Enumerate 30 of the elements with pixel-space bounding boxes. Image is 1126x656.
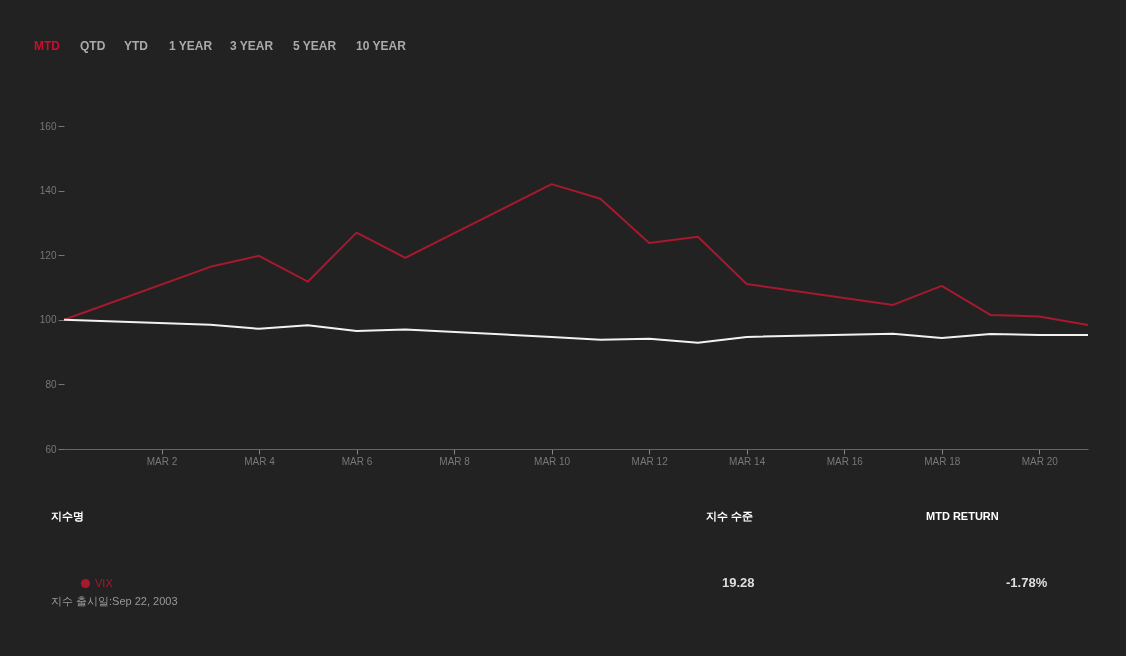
text: 지수명 — [50, 510, 84, 522]
text: 5 YEAR — [293, 39, 337, 53]
x-tick-label: MAR 6 — [341, 455, 373, 467]
x-tick-label: MAR 2 — [146, 455, 178, 467]
y-tick-label: 60 — [45, 443, 57, 455]
x-tick-label: MAR 20 — [1021, 455, 1059, 467]
text: YTD — [124, 39, 149, 53]
text: MTD RETURN — [926, 510, 999, 522]
text: QTD — [80, 39, 106, 53]
x-tick-label: MAR 4 — [244, 455, 276, 467]
text: 10 YEAR — [356, 39, 407, 53]
text: MTD — [34, 39, 61, 53]
legend-label: VIX — [95, 576, 114, 589]
x-tick-label: MAR 12 — [631, 455, 669, 467]
x-tick-label: MAR 10 — [534, 455, 571, 467]
text: 지수 출시일:Sep 22, 2003 — [51, 595, 178, 607]
text: -1.78% — [1006, 575, 1048, 590]
x-tick-label: MAR 14 — [729, 455, 766, 467]
text: 19.28 — [722, 575, 755, 590]
text: 지수 수준 — [705, 510, 754, 522]
y-tick-label: 160 — [39, 120, 57, 132]
text: 1 YEAR — [169, 39, 213, 53]
y-tick-label: 100 — [39, 314, 57, 326]
x-tick-label: MAR 16 — [826, 455, 864, 467]
x-tick-label: MAR 18 — [924, 455, 961, 467]
x-tick-label: MAR 8 — [439, 455, 471, 467]
y-tick-label: 140 — [39, 185, 57, 197]
y-tick-label: 120 — [39, 249, 57, 261]
y-tick-label: 80 — [45, 378, 57, 390]
text: 3 YEAR — [230, 39, 274, 53]
